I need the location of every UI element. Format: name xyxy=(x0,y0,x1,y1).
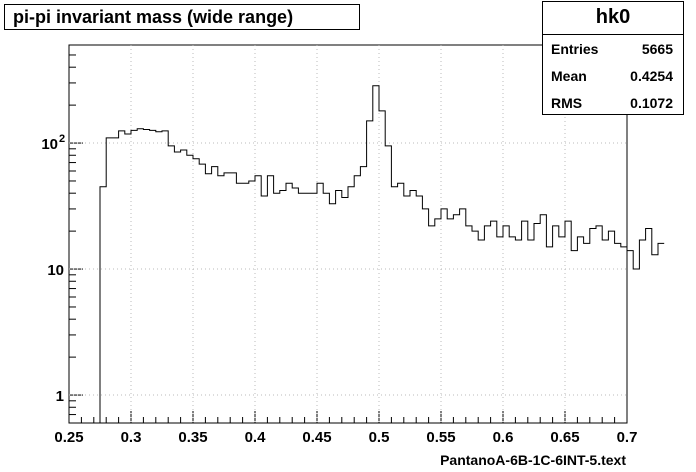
x-tick-label: 0.65 xyxy=(550,429,579,446)
stats-histogram-name: hk0 xyxy=(543,2,683,35)
x-tick-label: 0.5 xyxy=(369,429,390,446)
x-tick-label: 0.55 xyxy=(426,429,455,446)
x-axis-title: PantanoA-6B-1C-6INT-5.text xyxy=(440,452,626,468)
stats-box: hk0 Entries 5665 Mean 0.4254 RMS 0.1072 xyxy=(542,1,684,115)
x-tick-label: 0.4 xyxy=(245,429,267,446)
stats-mean-label: Mean xyxy=(551,67,587,84)
stats-entries-label: Entries xyxy=(551,40,599,57)
y-tick-label: 10 xyxy=(47,262,64,279)
x-tick-label: 0.35 xyxy=(178,429,207,446)
stats-entries-value: 5665 xyxy=(641,40,673,57)
x-tick-label: 0.7 xyxy=(617,429,638,446)
stats-row-entries: Entries 5665 xyxy=(543,35,683,62)
plot-frame xyxy=(68,44,628,424)
stats-rms-label: RMS xyxy=(551,94,583,111)
plot-title: pi-pi invariant mass (wide range) xyxy=(4,4,360,30)
stats-row-mean: Mean 0.4254 xyxy=(543,62,683,89)
histogram-line xyxy=(99,85,665,423)
stats-rms-value: 0.1072 xyxy=(630,94,673,111)
stats-row-rms: RMS 0.1072 xyxy=(543,89,683,116)
x-tick-label: 0.45 xyxy=(302,429,331,446)
stats-mean-value: 0.4254 xyxy=(630,67,673,84)
x-tick-label: 0.6 xyxy=(493,429,514,446)
y-tick-label: 1 xyxy=(56,388,64,405)
x-tick-label: 0.3 xyxy=(121,429,142,446)
y-tick-exponent: 2 xyxy=(59,133,65,145)
x-tick-label: 0.25 xyxy=(54,429,83,446)
y-tick-label: 10 xyxy=(41,136,58,153)
